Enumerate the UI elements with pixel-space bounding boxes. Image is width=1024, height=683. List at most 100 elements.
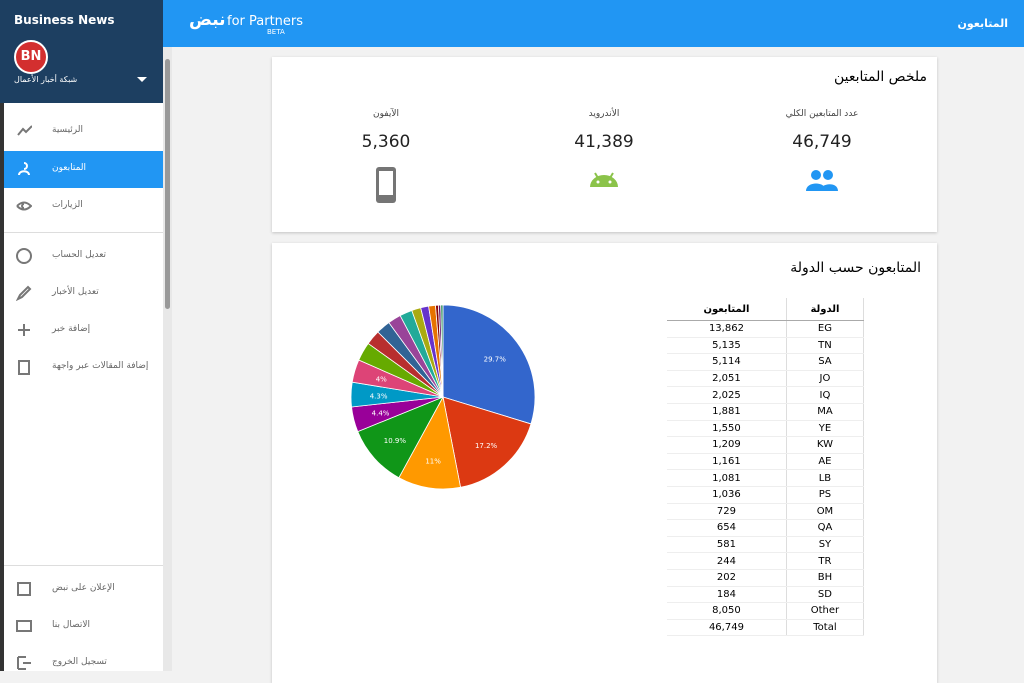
pie-chart: 29.7% 17.2% 11% 10.9% 4.4% 4.3% 4% <box>350 304 536 490</box>
menu-label: تسجيل الخروج <box>52 657 107 667</box>
header-row: المتابعون الدولة <box>667 298 865 321</box>
account-name[interactable]: شبكة أخبار الأعمال <box>14 75 78 84</box>
divider <box>4 232 163 233</box>
sidebar-header: Business News BN شبكة أخبار الأعمال <box>0 0 163 103</box>
slice-label: 4.4% <box>372 410 390 418</box>
table-cell: 184 <box>667 586 787 604</box>
slice-label: 29.7% <box>484 356 507 364</box>
icon <box>18 360 30 375</box>
table-cell: 1,881 <box>667 403 787 421</box>
slice-label: 4% <box>376 376 387 384</box>
menu-item[interactable]: تسجيل الخروج <box>4 645 163 682</box>
menu-label: الاتصال بنا <box>52 620 91 630</box>
menu-icon <box>16 620 32 632</box>
divider <box>4 565 163 566</box>
slice-label: 11% <box>425 458 441 466</box>
table-row: 729 OM <box>667 503 865 521</box>
table-cell: PS <box>786 486 865 504</box>
menu-item[interactable]: الإعلان على نبض <box>4 571 163 608</box>
stat-icon <box>806 170 838 191</box>
menu-icon <box>18 360 30 375</box>
icon <box>17 656 31 670</box>
menu-item[interactable]: إضافة المقالات عبر واجهة <box>4 349 163 386</box>
country-card: المتابعون حسب الدولة 29.7% 17.2% 11% 10.9% 4… <box>272 243 937 683</box>
menu-icon <box>17 582 31 596</box>
logo[interactable]: BN <box>14 40 48 74</box>
page-title: المتابعون <box>957 17 1008 30</box>
top-bar: نبض for Partners BETA المتابعون <box>163 0 1024 47</box>
table-cell: 2,025 <box>667 386 787 404</box>
menu-label: الرئيسية <box>52 125 83 135</box>
table-row: 1,209 KW <box>667 436 865 454</box>
stat-value: 5,360 <box>361 132 411 152</box>
menu-item[interactable]: تعديل الأخبار <box>4 275 163 312</box>
stat-value: 46,749 <box>792 132 852 152</box>
menu-item[interactable]: الرئيسية <box>4 113 163 150</box>
menu-item[interactable]: الاتصال بنا <box>4 608 163 645</box>
menu-label: المتابعون <box>52 163 87 173</box>
table-cell: 244 <box>667 552 787 570</box>
icon <box>17 582 31 596</box>
column-header: المتابعون <box>667 298 787 321</box>
scrollbar[interactable] <box>163 47 172 671</box>
stat-icon <box>376 167 396 203</box>
table-cell: 202 <box>667 569 787 587</box>
brand-arabic: نبض <box>189 10 226 30</box>
column-header: الدولة <box>786 298 865 321</box>
stat-value: 41,389 <box>574 132 634 152</box>
menu-icon <box>16 201 32 211</box>
menu-item[interactable]: المتابعون <box>4 151 163 188</box>
slice-label: 4.3% <box>370 392 388 400</box>
table-row: 2,051 JO <box>667 370 865 388</box>
table-row: 202 BH <box>667 569 865 587</box>
table-cell: 1,550 <box>667 420 787 438</box>
table-row: 13,862 EG <box>667 320 865 338</box>
slice-label: 10.9% <box>384 437 407 445</box>
menu-label: الإعلان على نبض <box>52 583 115 593</box>
menu-label: تعديل الحساب <box>52 250 107 260</box>
icon <box>16 620 32 632</box>
table-row: 581 SY <box>667 536 865 554</box>
dropdown-arrow[interactable] <box>137 77 147 83</box>
table-cell: 1,081 <box>667 469 787 487</box>
menu-icon <box>16 248 32 264</box>
table-cell: TN <box>786 337 865 355</box>
table-row: 46,749 Total <box>667 619 865 637</box>
table-cell: OM <box>786 503 865 521</box>
table-cell: MA <box>786 403 865 421</box>
icon <box>18 162 30 176</box>
table-cell: SY <box>786 536 865 554</box>
table-row: 244 TR <box>667 552 865 570</box>
menu-icon <box>17 656 31 670</box>
beta-badge: BETA <box>267 28 285 36</box>
table-row: 654 QA <box>667 519 865 537</box>
table-cell: LB <box>786 469 865 487</box>
table-cell: KW <box>786 436 865 454</box>
stat-icon <box>590 172 618 187</box>
table-cell: QA <box>786 519 865 537</box>
menu-item[interactable]: تعديل الحساب <box>4 238 163 275</box>
menu-item[interactable]: الزيارات <box>4 188 163 225</box>
country-table: المتابعون الدولة 13,862 EG 5,135 TN 5,114 SA 2,0… <box>667 298 865 637</box>
table-row: 1,550 YE <box>667 420 865 438</box>
table-cell: 581 <box>667 536 787 554</box>
brand-suffix: for Partners <box>227 14 304 29</box>
table-row: 2,025 IQ <box>667 386 865 404</box>
table-cell: Other <box>786 602 865 620</box>
menu-icon <box>17 125 32 136</box>
table-row: 1,036 PS <box>667 486 865 504</box>
table-row: 1,881 MA <box>667 403 865 421</box>
table-cell: YE <box>786 420 865 438</box>
icon <box>16 248 32 264</box>
table-cell: SD <box>786 586 865 604</box>
table-cell: 729 <box>667 503 787 521</box>
brand: Business News <box>14 13 115 27</box>
table-row: 5,135 TN <box>667 337 865 355</box>
table-cell: BH <box>786 569 865 587</box>
table-cell: SA <box>786 353 865 371</box>
table-row: 184 SD <box>667 586 865 604</box>
menu-item[interactable]: إضافة خبر <box>4 312 163 349</box>
icon <box>17 125 32 136</box>
table-cell: 13,862 <box>667 320 787 338</box>
